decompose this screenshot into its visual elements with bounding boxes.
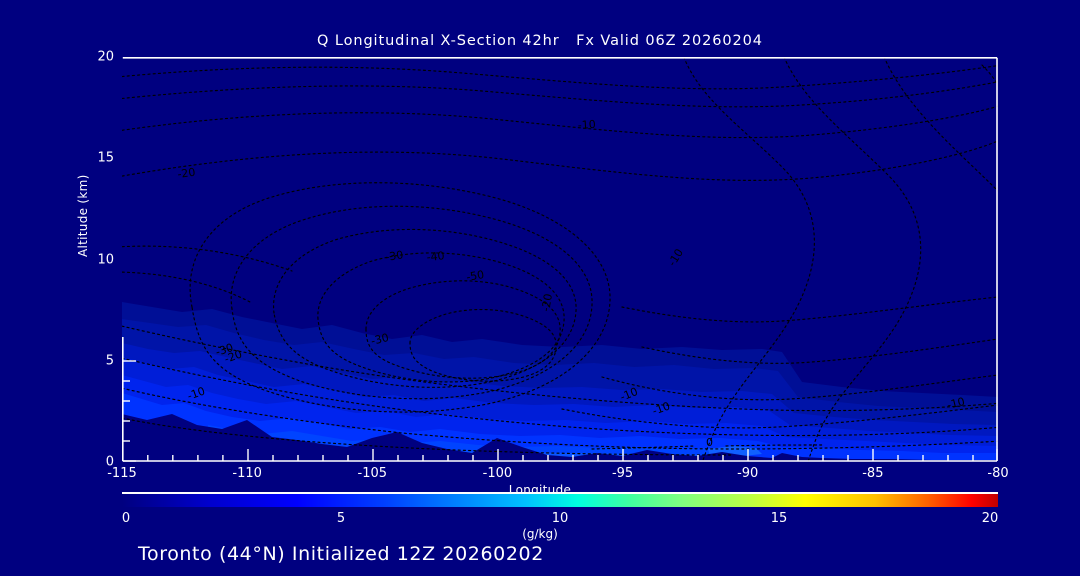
x-tick-label: -85 (862, 466, 884, 481)
colorbar[interactable] (122, 492, 998, 508)
terrain-mask (122, 414, 998, 462)
y-tick-label: 10 (97, 252, 114, 267)
contour-labels: -20 -10 -30 -40 -50 -20 -10 -30 -30 -30 … (177, 118, 967, 449)
y-tick-label: 15 (97, 150, 114, 166)
svg-text:-40: -40 (426, 249, 445, 264)
x-tick-label: -105 (357, 466, 388, 481)
x-tick-label: -90 (737, 466, 759, 481)
svg-text:-10: -10 (618, 385, 640, 404)
page-title: Q Longitudinal X-Section 42hr Fx Valid 0… (317, 33, 763, 49)
svg-text:-10: -10 (577, 118, 596, 132)
svg-text:-20: -20 (539, 293, 555, 313)
y-tick-label: 0 (105, 454, 114, 470)
svg-text:-10: -10 (946, 395, 967, 412)
colorbar-tick-label: 15 (770, 511, 788, 526)
colorbar-tick-label: 5 (336, 511, 346, 526)
y-tick-label: 20 (97, 49, 114, 65)
svg-text:-30: -30 (370, 331, 391, 348)
temperature-contours (122, 57, 998, 462)
svg-text:-20: -20 (177, 166, 197, 181)
svg-text:0: 0 (706, 436, 713, 449)
y-tick-label: 5 (105, 353, 114, 369)
colorbar-top-rule (122, 492, 998, 494)
x-tick-label: -115 (107, 466, 137, 481)
x-tick-label: -95 (611, 466, 634, 481)
colorbar-tick-label: 20 (981, 511, 999, 526)
x-tick-label: -80 (987, 466, 1009, 481)
colorbar-gradient[interactable] (122, 494, 998, 507)
x-axis-ticks (122, 449, 998, 461)
x-tick-label: -100 (482, 466, 513, 481)
svg-text:-10: -10 (186, 384, 207, 402)
plot-area: -20 -10 -30 -40 -50 -20 -10 -30 -30 -30 … (122, 57, 998, 462)
footer-caption: Toronto (44°N) Initialized 12Z 20260202 (138, 543, 544, 565)
colorbar-tick-label: 0 (121, 511, 131, 526)
svg-text:-30: -30 (214, 341, 235, 359)
colorbar-tick-label: 10 (551, 511, 569, 526)
colorbar-units: (g/kg) (522, 527, 558, 541)
svg-text:-30: -30 (384, 248, 404, 264)
x-tick-label: -110 (232, 466, 262, 481)
svg-text:-50: -50 (465, 268, 485, 284)
svg-text:-10: -10 (651, 399, 672, 417)
y-axis-title: Altitude (km) (76, 174, 90, 257)
cross-section-field: -20 -10 -30 -40 -50 -20 -10 -30 -30 -30 … (122, 57, 998, 462)
svg-text:-20: -20 (223, 347, 244, 365)
y-axis-ticks (122, 360, 136, 462)
